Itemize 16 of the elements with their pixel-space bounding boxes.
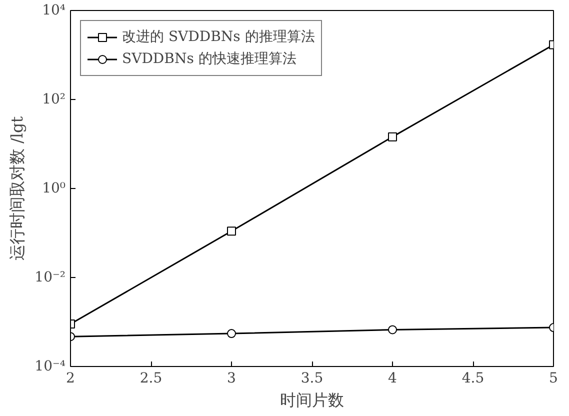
y-tick-label: 10⁰ xyxy=(42,180,66,196)
x-tick-label: 3.5 xyxy=(300,370,324,386)
legend-label: SVDDBNs 的快速推理算法 xyxy=(122,50,296,68)
x-tick-label: 5 xyxy=(549,370,558,386)
x-tick-label: 4 xyxy=(388,370,398,386)
y-tick-label: 10⁻⁴ xyxy=(34,358,66,374)
y-tick-label: 10⁻² xyxy=(34,270,66,286)
y-axis-title: 运行时间取对数 /lgt xyxy=(8,116,27,261)
x-tick-label: 2.5 xyxy=(140,370,162,386)
x-tick-label: 2 xyxy=(66,370,75,386)
y-tick-label: 10⁴ xyxy=(42,2,66,18)
x-axis-title: 时间片数 xyxy=(280,390,344,410)
x-tick-label: 3 xyxy=(227,370,236,386)
y-tick-label: 10² xyxy=(42,92,66,108)
x-tick-label: 4.5 xyxy=(462,370,484,386)
legend-label: 改进的 SVDDBNs 的推理算法 xyxy=(122,28,315,46)
